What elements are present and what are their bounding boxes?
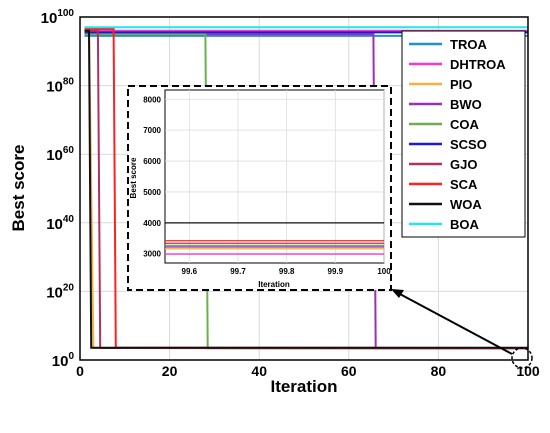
x-tick-label: 60 [341, 363, 357, 379]
legend-label-troa: TROA [450, 37, 487, 52]
inset-x-tick-label: 99.9 [328, 267, 344, 276]
zoom-arrow-line [397, 292, 513, 355]
y-tick-label: 1080 [46, 77, 74, 96]
inset-x-tick-label: 99.8 [279, 267, 295, 276]
inset-y-tick-label: 5000 [143, 188, 161, 197]
y-tick-base: 10 [46, 79, 63, 96]
legend-label-gjo: GJO [450, 157, 477, 172]
y-tick-exponent: 100 [57, 8, 74, 19]
legend-label-woa: WOA [450, 197, 482, 212]
inset-x-tick-label: 100 [377, 267, 391, 276]
x-tick-label: 80 [431, 363, 447, 379]
inset-lines [165, 222, 384, 255]
inset-y-tick-label: 6000 [143, 157, 161, 166]
y-tick-label: 1060 [46, 145, 74, 164]
inset-x-tick-labels: 99.6 99.7 99.8 99.9 100 [182, 267, 392, 276]
y-tick-base: 10 [46, 216, 63, 233]
inset-y-axis-title: Best score [129, 157, 138, 198]
legend: TROA DHTROA PIO BWO COA SCSO GJO SCA WOA BOA [409, 37, 506, 232]
zoom-region-marker [511, 347, 533, 369]
series-line-woa [84, 29, 528, 349]
inset-y-tick-labels: 3000 4000 5000 6000 7000 8000 [143, 95, 161, 258]
y-tick-label: 1040 [46, 214, 74, 233]
inset-plot-area [164, 89, 385, 264]
legend-label-bwo: BWO [450, 97, 482, 112]
inset-x-axis-title: Iteration [258, 280, 290, 289]
y-tick-label: 10100 [41, 8, 75, 27]
y-tick-label: 100 [52, 351, 75, 370]
y-tick-label: 1020 [46, 282, 74, 301]
series-lines [84, 26, 529, 350]
y-tick-exponent: 60 [63, 145, 75, 156]
x-tick-label: 100 [516, 363, 540, 379]
zoom-arrow-head [391, 289, 404, 298]
y-axis-title: Best score [9, 145, 28, 232]
inset-y-tick-label: 3000 [143, 250, 161, 259]
legend-box [401, 30, 526, 238]
y-tick-base: 10 [46, 147, 63, 164]
inset-x-tick-label: 99.6 [182, 267, 198, 276]
y-tick-exponent: 80 [63, 77, 75, 88]
y-tick-exponent: 40 [63, 214, 75, 225]
y-tick-exponent: 0 [68, 351, 74, 362]
inset-y-tick-label: 4000 [143, 219, 161, 228]
legend-label-dhtroa: DHTROA [450, 57, 506, 72]
inset-x-tick-label: 99.7 [230, 267, 246, 276]
legend-label-scso: SCSO [450, 137, 487, 152]
legend-label-boa: BOA [450, 217, 480, 232]
plot-frame [79, 16, 529, 361]
inset-y-tick-label: 8000 [143, 95, 161, 104]
inset-y-tick-label: 7000 [143, 126, 161, 135]
legend-label-coa: COA [450, 117, 480, 132]
legend-label-pio: PIO [450, 77, 472, 92]
y-tick-base: 10 [46, 284, 63, 301]
inset-zoom-panel: 99.6 99.7 99.8 99.9 100 3000 4000 5000 6000 7000… [127, 85, 392, 291]
x-tick-labels: 0 20 40 60 80 100 [76, 363, 540, 379]
x-axis-title: Iteration [270, 377, 337, 396]
x-tick-label: 20 [162, 363, 178, 379]
y-tick-base: 10 [52, 353, 69, 370]
x-tick-label: 0 [76, 363, 84, 379]
x-tick-label: 40 [251, 363, 267, 379]
y-tick-base: 10 [41, 10, 58, 27]
legend-label-sca: SCA [450, 177, 478, 192]
y-tick-exponent: 20 [63, 282, 75, 293]
